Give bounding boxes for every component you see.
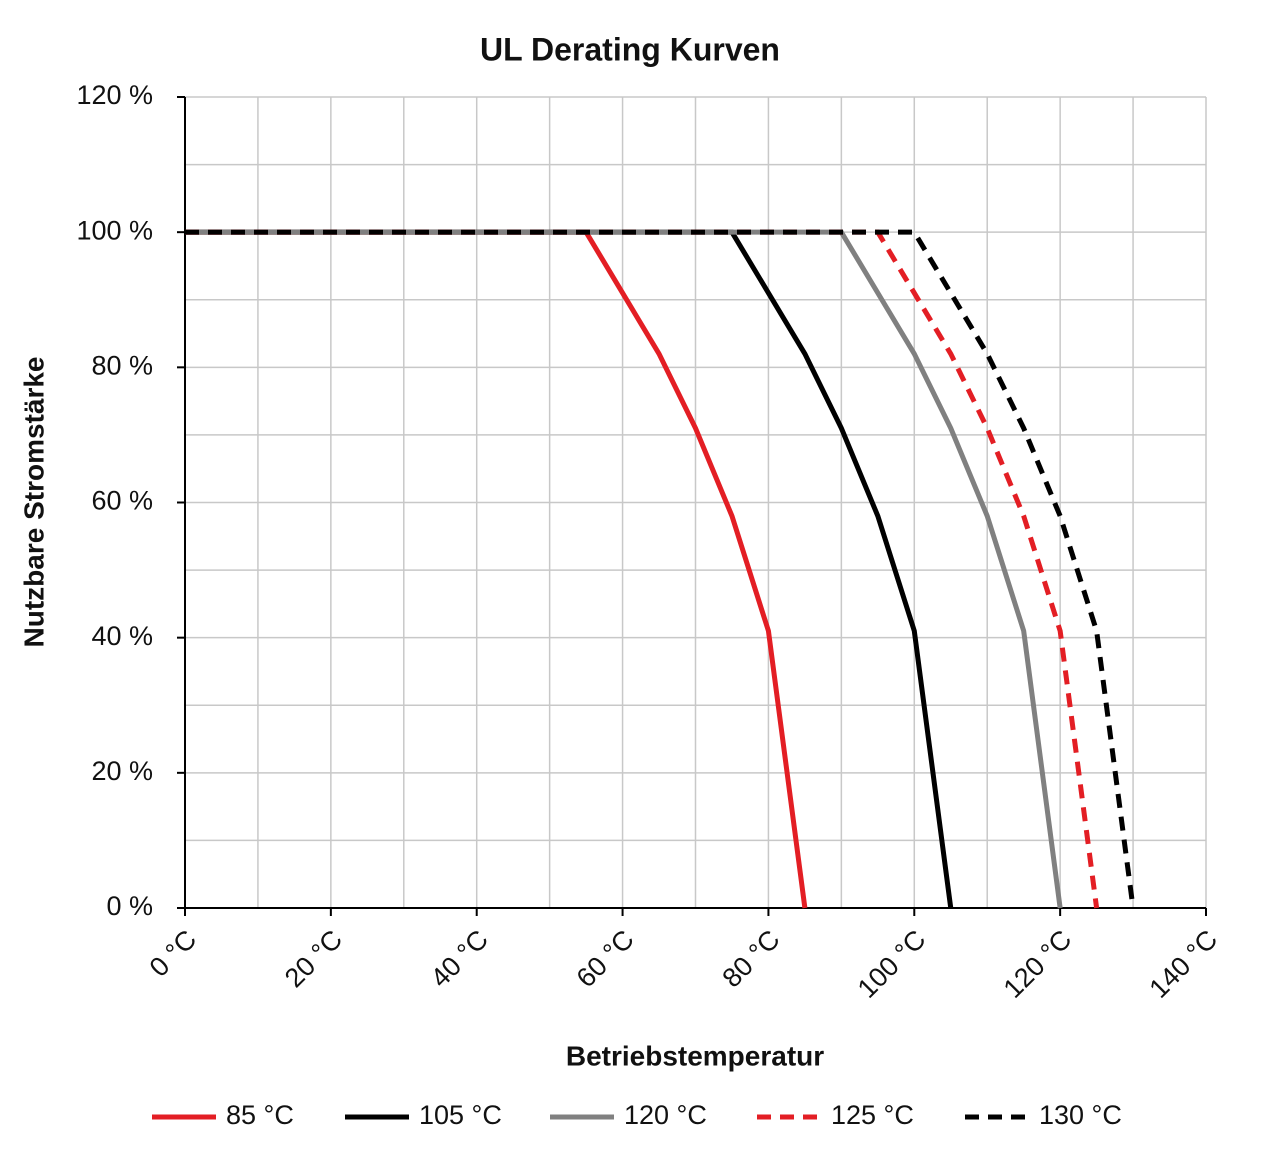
x-tick-label: 0 °C	[144, 924, 203, 983]
x-tick-label: 80 °C	[717, 924, 786, 993]
legend-label: 85 °C	[226, 1100, 294, 1130]
y-tick-label: 100 %	[76, 215, 153, 245]
x-tick-label: 60 °C	[571, 924, 640, 993]
y-tick-label: 60 %	[91, 486, 153, 516]
y-tick-label: 120 %	[76, 80, 153, 110]
series-line	[185, 229, 1136, 909]
y-tick-label: 80 %	[91, 350, 153, 380]
x-axis-title: Betriebstemperatur	[566, 1040, 824, 1071]
x-tick-label: 40 °C	[425, 924, 494, 993]
legend-label: 120 °C	[624, 1100, 707, 1130]
x-tick-label: 140 °C	[1143, 924, 1223, 1004]
y-tick-label: 40 %	[91, 621, 153, 651]
x-tick-label: 20 °C	[279, 924, 348, 993]
x-tick-label: 100 °C	[852, 924, 932, 1004]
legend-label: 125 °C	[831, 1100, 914, 1130]
y-tick-label: 20 %	[91, 756, 153, 786]
legend-label: 105 °C	[419, 1100, 502, 1130]
y-axis-title: Nutzbare Stromstärke	[18, 357, 49, 648]
chart-title: UL Derating Kurven	[480, 31, 780, 67]
x-tick-label: 120 °C	[998, 924, 1078, 1004]
y-tick-label: 0 %	[106, 891, 153, 921]
legend-label: 130 °C	[1039, 1100, 1122, 1130]
